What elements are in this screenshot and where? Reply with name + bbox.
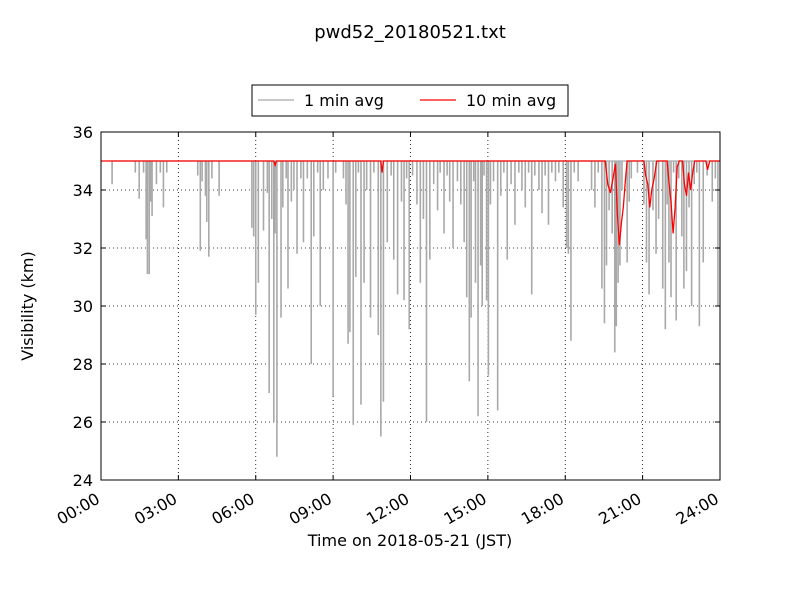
y-tick-label: 30 [73, 297, 93, 316]
y-tick-label: 36 [73, 123, 93, 142]
y-tick-label: 28 [73, 355, 93, 374]
x-axis-label: Time on 2018-05-21 (JST) [307, 531, 512, 550]
x-tick-label: 24:00 [673, 489, 722, 529]
x-tick-labels: 00:00 03:00 06:00 09:00 12:00 15:00 18:00 21:00… [54, 489, 722, 529]
x-tick-label: 18:00 [518, 489, 567, 529]
x-tick-label: 03:00 [131, 489, 180, 529]
x-tick-label: 12:00 [363, 489, 412, 529]
series-10min-avg [101, 160, 720, 246]
chart-title: pwd52_20180521.txt [314, 22, 506, 43]
axis-ticks [100, 131, 721, 481]
legend-box [251, 84, 569, 117]
y-axis-label: Visibility (km) [18, 251, 37, 360]
y-tick-labels: 24 26 28 30 32 34 36 [73, 123, 93, 490]
x-tick-label: 15:00 [440, 489, 489, 529]
legend-label-10min: 10 min avg [466, 91, 556, 110]
x-tick-label: 00:00 [54, 489, 103, 529]
y-tick-label: 24 [73, 471, 93, 490]
x-tick-label: 06:00 [208, 489, 257, 529]
y-tick-label: 32 [73, 239, 93, 258]
x-tick-label: 09:00 [286, 489, 335, 529]
y-tick-label: 34 [73, 181, 93, 200]
legend: 1 min avg 10 min avg [251, 84, 569, 117]
y-tick-label: 26 [73, 413, 93, 432]
series-10min-line [101, 160, 720, 246]
legend-label-1min: 1 min avg [304, 91, 384, 110]
series-1min-avg [111, 160, 720, 457]
x-tick-label: 21:00 [595, 489, 644, 529]
